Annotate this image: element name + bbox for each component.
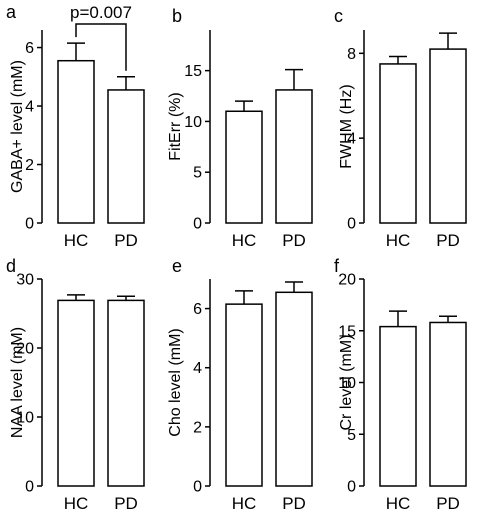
y-tick-label: 15 — [184, 63, 202, 80]
category-label: PD — [114, 494, 138, 513]
category-label: PD — [436, 494, 460, 513]
y-tick-label: 0 — [25, 216, 34, 233]
category-label: PD — [282, 494, 306, 513]
panel-letter: c — [334, 6, 343, 26]
category-label: HC — [386, 231, 411, 250]
y-tick-label: 2 — [193, 419, 202, 436]
y-tick-label: 5 — [193, 165, 202, 182]
y-tick-label: 5 — [347, 427, 356, 444]
y-tick-label: 10 — [338, 375, 356, 392]
panel-letter: a — [6, 2, 17, 22]
y-tick-label: 0 — [347, 479, 356, 496]
y-tick-label: 10 — [16, 410, 34, 427]
bar — [225, 110, 263, 224]
category-label: PD — [436, 231, 460, 250]
y-tick-label: 0 — [25, 479, 34, 496]
y-axis-label: FitErr (%) — [167, 92, 184, 160]
y-tick-label: 20 — [16, 341, 34, 358]
bar — [57, 299, 95, 487]
significance-bracket — [75, 23, 127, 71]
y-tick-label: 4 — [347, 131, 356, 148]
y-tick-label: 0 — [347, 216, 356, 233]
y-tick-label: 15 — [338, 323, 356, 340]
y-tick-label: 8 — [347, 46, 356, 63]
p-value-label: p=0.007 — [70, 3, 132, 22]
y-tick-label: 2 — [25, 157, 34, 174]
y-tick-label: 4 — [25, 99, 34, 116]
category-label: HC — [232, 494, 257, 513]
bar — [57, 59, 95, 224]
y-tick-label: 4 — [193, 360, 202, 377]
y-axis-label: Cr level (mM) — [338, 335, 355, 431]
bar — [225, 303, 263, 487]
y-axis-label: Cho level (mM) — [167, 328, 184, 436]
bar — [275, 291, 313, 487]
bar — [275, 89, 313, 224]
category-label: PD — [282, 231, 306, 250]
y-tick-label: 30 — [16, 272, 34, 289]
y-axis-label: FWHM (Hz) — [338, 84, 355, 168]
bar — [379, 325, 417, 487]
category-label: HC — [64, 494, 89, 513]
category-label: HC — [386, 494, 411, 513]
category-label: HC — [64, 231, 89, 250]
panel-letter: e — [172, 256, 182, 276]
y-axis-label: GABA+ level (mM) — [9, 60, 26, 193]
y-axis-label: NAA level (mM) — [9, 327, 26, 438]
bar — [429, 321, 467, 487]
panel-letter: b — [172, 6, 182, 26]
y-tick-label: 20 — [338, 272, 356, 289]
y-tick-label: 0 — [193, 216, 202, 233]
y-tick-label: 6 — [25, 40, 34, 57]
bar — [379, 63, 417, 224]
y-tick-label: 10 — [184, 114, 202, 131]
y-tick-label: 0 — [193, 479, 202, 496]
category-label: PD — [114, 231, 138, 250]
category-label: HC — [232, 231, 257, 250]
panel-letter: d — [6, 256, 16, 276]
bar — [429, 48, 467, 224]
bar — [107, 89, 145, 224]
panel-letter: f — [334, 256, 340, 276]
y-tick-label: 6 — [193, 301, 202, 318]
bar — [107, 299, 145, 487]
